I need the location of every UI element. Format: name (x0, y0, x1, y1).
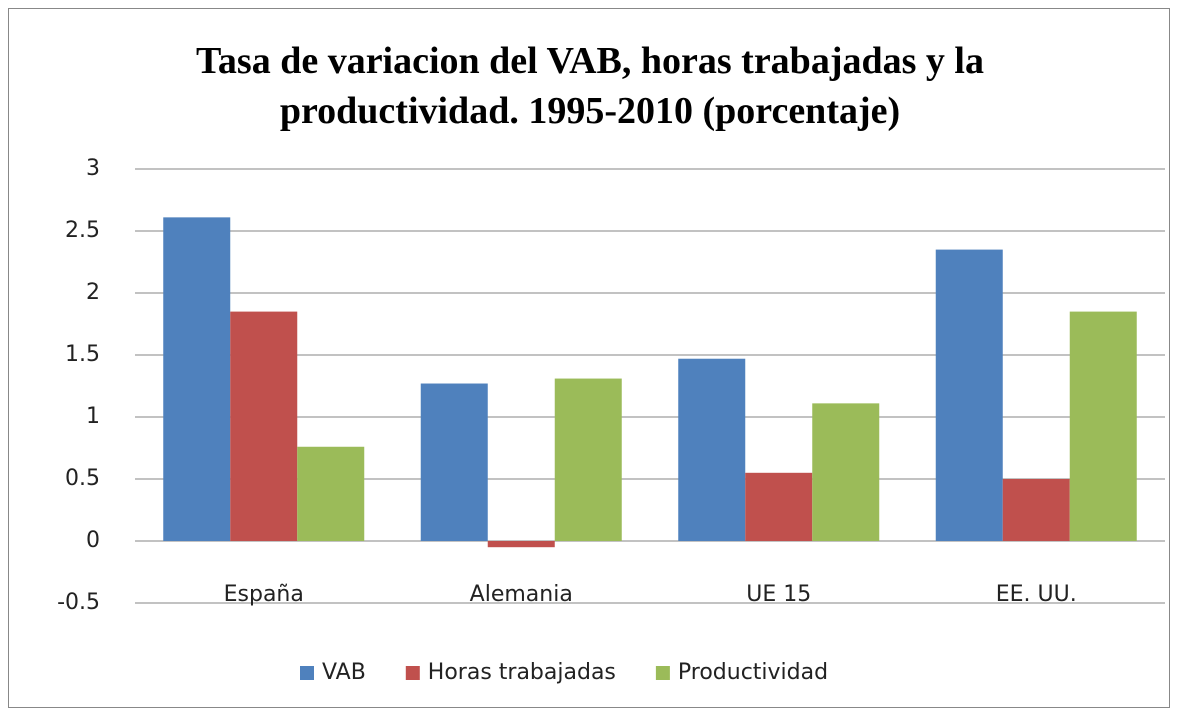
bar (1069, 311, 1137, 541)
y-tick-label: 2.5 (65, 218, 100, 243)
y-tick-label: -0.5 (57, 590, 100, 615)
legend-swatch (655, 666, 670, 680)
bar (745, 472, 813, 541)
y-tick-label: 0 (86, 528, 100, 553)
chart-title: Tasa de variacion del VAB, horas trabaja… (196, 40, 984, 132)
y-tick-label: 1.5 (65, 342, 100, 367)
bar (420, 383, 488, 541)
x-tick-label: EE. UU. (996, 582, 1077, 607)
x-tick-label: UE 15 (746, 582, 811, 607)
y-tick-label: 2 (86, 280, 100, 305)
bar (935, 249, 1003, 541)
bar (1002, 479, 1070, 541)
legend-label: VAB (322, 660, 366, 685)
legend-label: Productividad (678, 660, 828, 685)
bar (554, 378, 622, 541)
x-tick-label: España (224, 582, 304, 607)
y-tick-label: 3 (86, 156, 100, 181)
legend-swatch (405, 666, 420, 680)
y-tick-label: 1 (86, 404, 100, 429)
x-tick-label: Alemania (470, 582, 573, 607)
bar (297, 446, 365, 541)
bar (230, 311, 298, 541)
bar (163, 217, 231, 542)
y-tick-label: 0.5 (65, 466, 100, 491)
chart-frame (8, 8, 1170, 708)
legend-label: Horas trabajadas (428, 660, 616, 685)
bar (487, 541, 555, 548)
bar (678, 358, 746, 541)
legend-swatch (300, 666, 314, 680)
bar (812, 403, 880, 541)
